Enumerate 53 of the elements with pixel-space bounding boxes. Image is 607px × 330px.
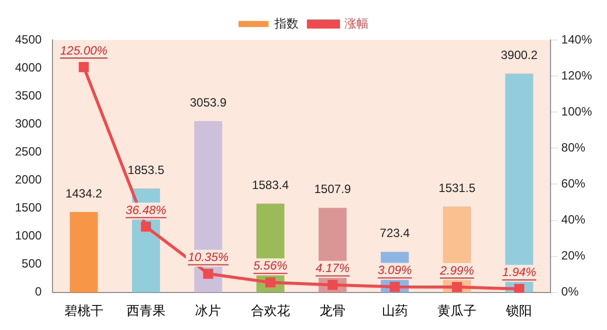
- x-tick-label: 锁阳: [505, 302, 532, 318]
- data-label: 1.94%: [502, 265, 537, 280]
- data-label: 1853.5: [128, 162, 165, 177]
- y2-tick-label: 80%: [561, 140, 586, 154]
- point: [140, 222, 152, 232]
- y2-tick-label: 120%: [561, 68, 592, 82]
- data-label: 36.48%: [126, 202, 167, 217]
- y2-tick-label: 0%: [561, 284, 579, 299]
- point: [328, 280, 338, 290]
- data-label: 10.35%: [188, 250, 229, 264]
- data-label: 723.4: [380, 226, 410, 240]
- point: [390, 282, 400, 292]
- y-tick-label: 3000: [14, 116, 42, 130]
- y2-tick-label: 20%: [561, 248, 586, 263]
- data-label: 4.17%: [316, 261, 350, 276]
- y2-tick-label: 140%: [561, 32, 592, 46]
- y-tick-label: 4500: [14, 32, 42, 46]
- data-label: 125.00%: [60, 43, 108, 58]
- point: [265, 277, 276, 288]
- point: [203, 268, 214, 279]
- data-label: 3900.2: [500, 48, 538, 62]
- x-tick-label: 西青果: [126, 302, 166, 318]
- x-tick-label: 碧桃干: [64, 302, 104, 318]
- y-tick-label: 2500: [14, 144, 42, 158]
- data-label: 3.09%: [378, 263, 412, 278]
- y2-tick-label: 40%: [561, 212, 586, 227]
- y-tick-label: 4000: [14, 60, 42, 74]
- x-tick-label: 山药: [382, 302, 408, 318]
- data-label: 1531.5: [438, 180, 476, 195]
- data-label: 1507.9: [314, 182, 352, 196]
- data-label: 3053.9: [190, 95, 227, 110]
- y-tick-label: 3500: [14, 88, 42, 102]
- data-label: 1434.2: [65, 186, 102, 200]
- point: [514, 284, 524, 292]
- point: [452, 282, 462, 292]
- y-tick-label: 1500: [14, 200, 42, 215]
- x-tick-label: 龙骨: [320, 302, 346, 318]
- x-tick-label: 合欢花: [250, 302, 290, 318]
- y2-tick-label: 100%: [561, 104, 592, 118]
- data-label: 2.99%: [438, 263, 474, 278]
- legend-label: 涨幅: [344, 16, 368, 30]
- y-tick-label: 500: [22, 256, 42, 271]
- bar: [70, 212, 98, 292]
- y-tick-label: 2000: [14, 172, 42, 187]
- x-tick-label: 冰片: [195, 302, 222, 318]
- data-label: 1583.4: [252, 178, 290, 192]
- y-tick-label: 0: [35, 284, 42, 299]
- x-tick-label: 黄瓜子: [438, 302, 477, 318]
- legend-label: 指数: [274, 16, 298, 30]
- y2-tick-label: 60%: [561, 176, 586, 191]
- point: [78, 62, 89, 72]
- data-label: 5.56%: [253, 258, 288, 273]
- y-tick-label: 1000: [14, 228, 42, 243]
